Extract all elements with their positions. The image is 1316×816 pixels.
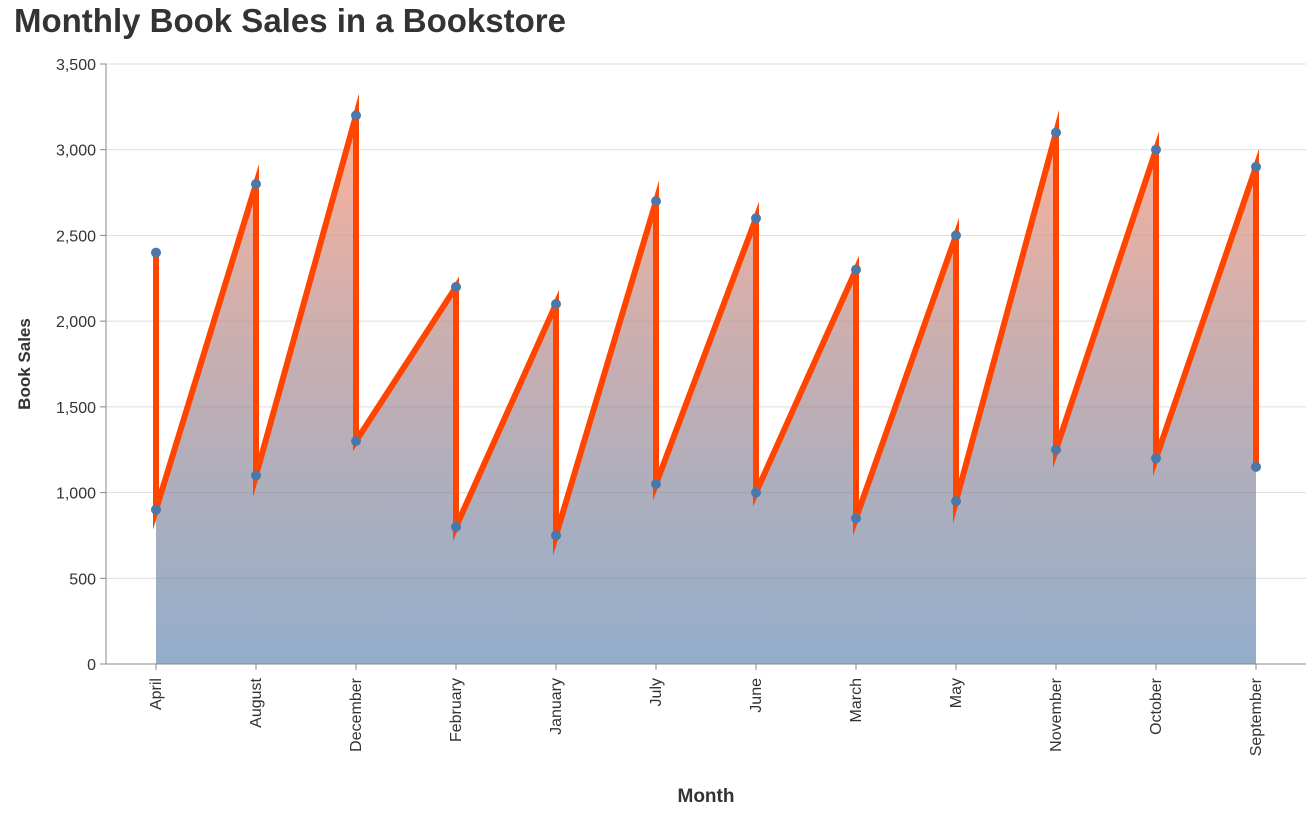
low-point: [451, 521, 461, 532]
axes: 0 500 1,000 1,500 2,000 2,500 3,000 3,500 April A…: [56, 57, 1306, 756]
y-tick-label: 2,000: [56, 314, 96, 331]
high-point: [851, 264, 861, 275]
y-axis-title: Book Sales: [15, 318, 34, 410]
x-tick-label: June: [748, 678, 765, 713]
high-point: [451, 281, 461, 292]
x-tick-label: May: [948, 678, 965, 708]
x-tick-label: March: [848, 678, 865, 722]
high-point: [951, 230, 961, 241]
high-point: [1151, 144, 1161, 155]
x-tick-label: October: [1148, 677, 1165, 735]
low-point: [851, 513, 861, 524]
y-tick-label: 1,000: [56, 486, 96, 503]
low-point: [351, 436, 361, 447]
chart-title: Monthly Book Sales in a Bookstore: [14, 2, 566, 39]
x-tick-label: August: [248, 677, 265, 727]
line-series: [153, 93, 1259, 556]
high-point: [751, 213, 761, 224]
x-tick-label: February: [448, 678, 465, 742]
y-tick-label: 2,500: [56, 228, 96, 245]
x-tick-label: November: [1048, 677, 1065, 751]
high-point: [1251, 161, 1261, 172]
x-tick-label: September: [1248, 677, 1265, 756]
low-point: [251, 470, 261, 481]
sales-line: [153, 93, 1259, 556]
x-tick-label: December: [348, 677, 365, 751]
y-tick-label: 1,500: [56, 400, 96, 417]
low-point: [951, 496, 961, 507]
high-point: [151, 247, 161, 258]
high-point: [351, 110, 361, 121]
area-series: [156, 115, 1256, 664]
low-point: [651, 479, 661, 489]
y-tick-label: 3,500: [56, 57, 96, 74]
x-tick-label: January: [548, 678, 565, 735]
y-tick-label: 500: [69, 571, 96, 588]
x-tick-label: July: [648, 678, 665, 706]
low-point: [1151, 453, 1161, 464]
high-point: [251, 179, 261, 189]
point-series: [151, 110, 1261, 541]
low-point: [1051, 444, 1061, 455]
high-point: [1051, 127, 1061, 138]
sales-area: [156, 115, 1256, 664]
y-tick-label: 3,000: [56, 143, 96, 160]
low-point: [1251, 461, 1261, 472]
y-tick-label: 0: [87, 657, 96, 674]
high-point: [551, 299, 561, 309]
x-axis-title: Month: [678, 786, 735, 807]
high-point: [651, 196, 661, 207]
low-point: [751, 487, 761, 498]
low-point: [551, 530, 561, 541]
low-point: [151, 504, 161, 515]
x-tick-label: April: [148, 678, 165, 710]
